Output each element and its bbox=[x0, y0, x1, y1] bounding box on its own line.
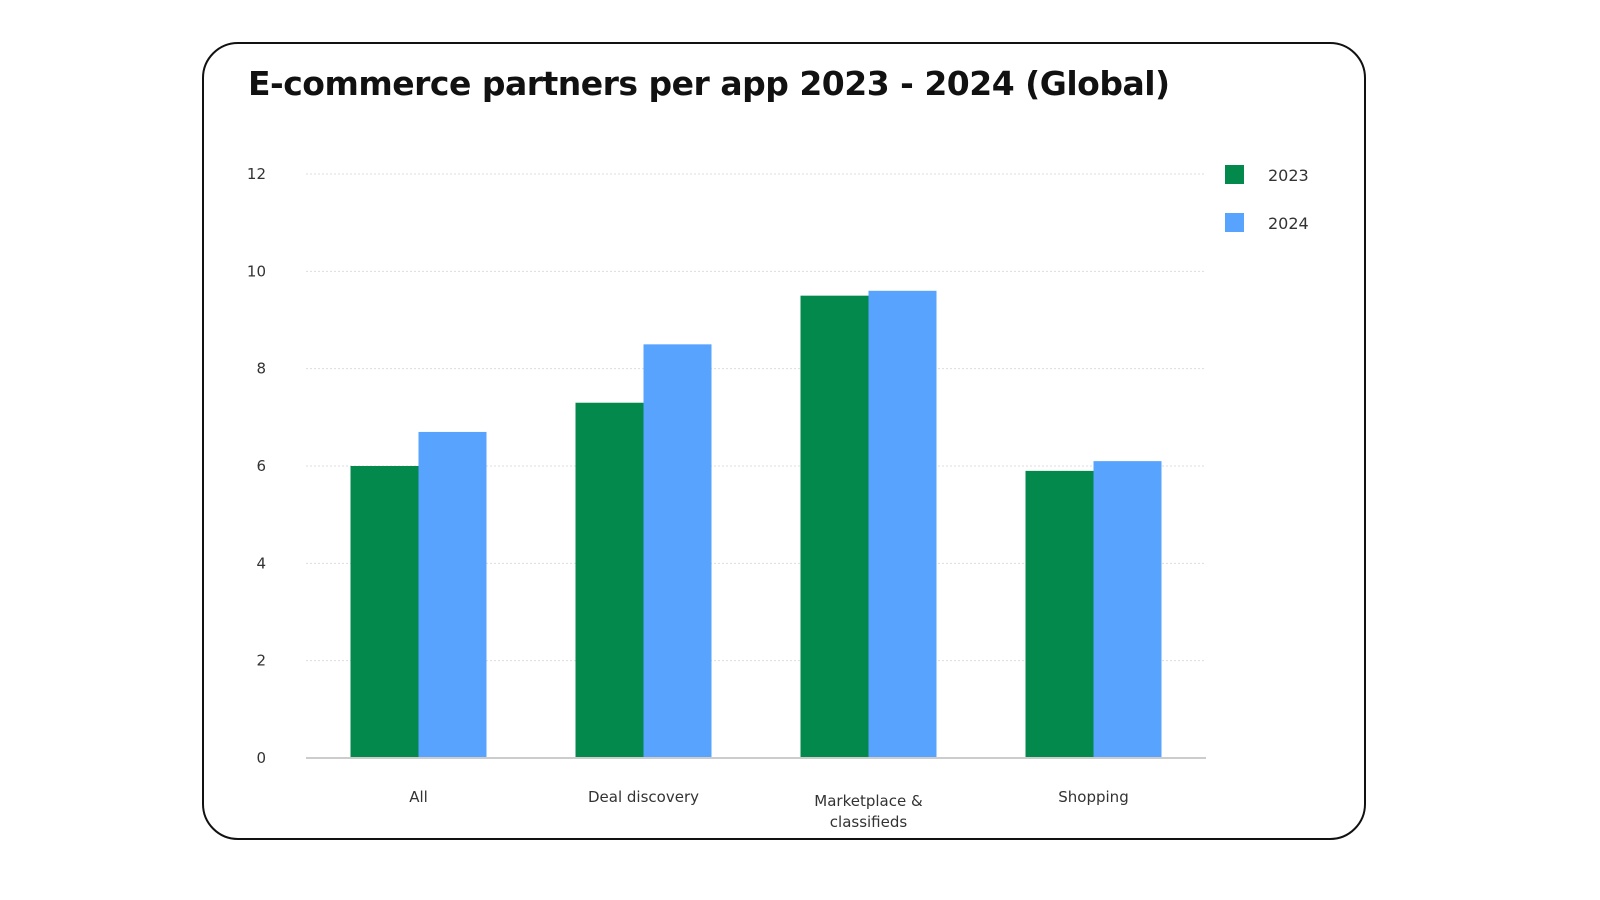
legend-label: 2023 bbox=[1268, 166, 1309, 185]
bar-2023 bbox=[575, 402, 644, 758]
x-tick-label: Deal discovery bbox=[588, 788, 699, 806]
bar-2023 bbox=[1025, 470, 1094, 758]
x-tick-label: Shopping bbox=[1058, 788, 1128, 806]
y-tick-label: 2 bbox=[256, 652, 266, 670]
legend-swatch-2023 bbox=[1225, 165, 1244, 184]
bar-2024 bbox=[1093, 461, 1162, 758]
bar-2023 bbox=[350, 466, 419, 758]
y-tick-label: 8 bbox=[256, 360, 266, 378]
y-tick-label: 10 bbox=[247, 262, 266, 280]
y-tick-label: 6 bbox=[256, 457, 266, 475]
y-tick-label: 12 bbox=[247, 165, 266, 183]
y-tick-label: 0 bbox=[256, 749, 266, 767]
bar-2024 bbox=[418, 431, 487, 758]
bar-2024 bbox=[643, 344, 712, 758]
bar-2023 bbox=[800, 295, 869, 758]
legend-label: 2024 bbox=[1268, 214, 1309, 233]
y-tick-label: 4 bbox=[256, 554, 266, 572]
x-tick-label: classifieds bbox=[830, 813, 908, 831]
x-tick-label: All bbox=[409, 788, 428, 806]
chart-title: E-commerce partners per app 2023 - 2024 … bbox=[248, 64, 1170, 103]
x-tick-label: Marketplace & bbox=[814, 792, 923, 810]
bar-2024 bbox=[868, 290, 937, 758]
legend-swatch-2024 bbox=[1225, 213, 1244, 232]
